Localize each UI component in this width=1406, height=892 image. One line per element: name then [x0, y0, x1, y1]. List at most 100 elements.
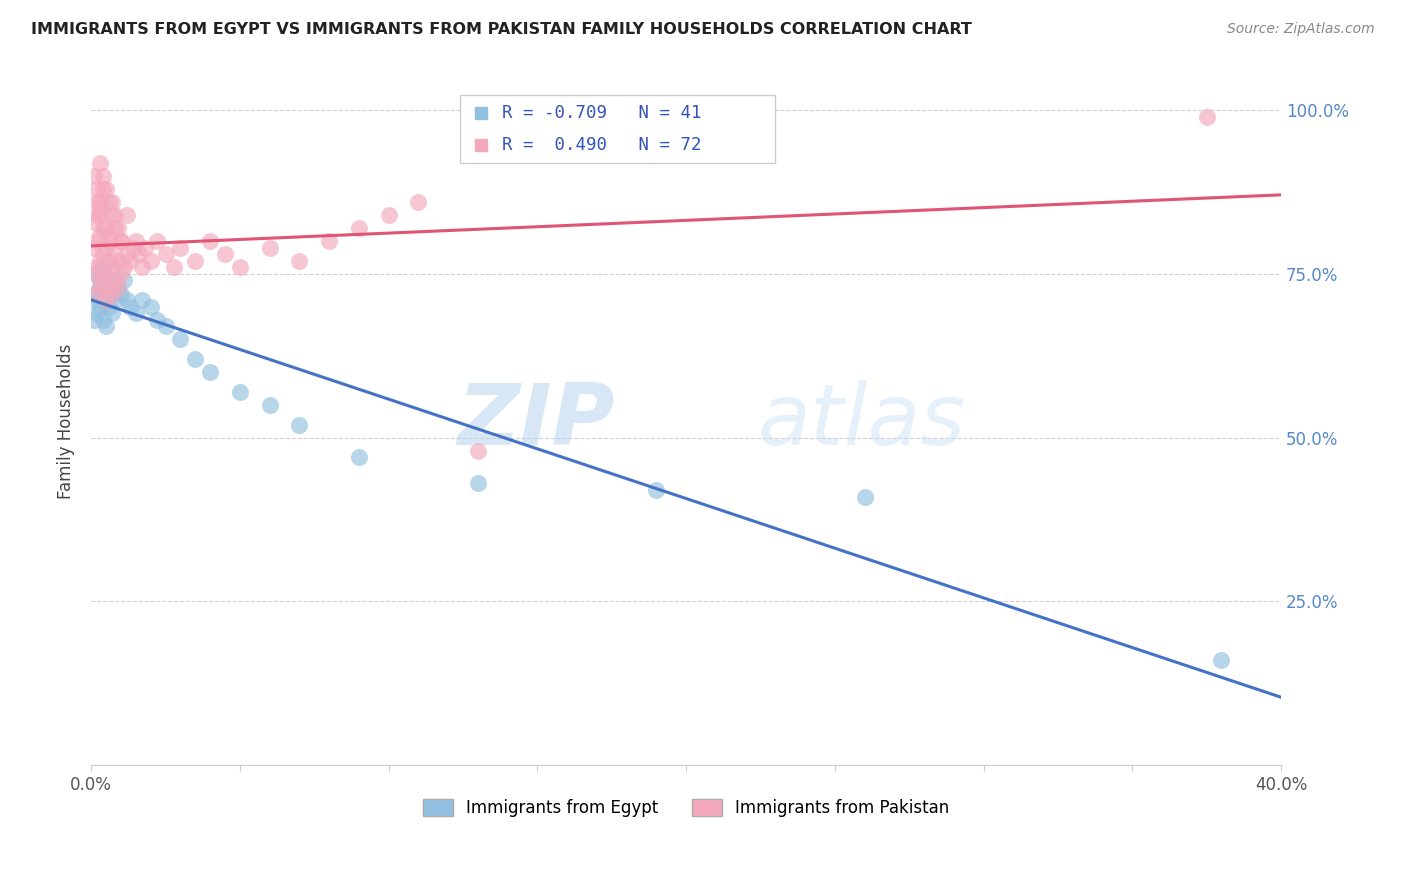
Point — [98, 227, 121, 242]
Point — [83, 241, 105, 255]
Point — [318, 234, 340, 248]
Point — [101, 286, 124, 301]
Point — [134, 241, 156, 255]
Point — [91, 247, 114, 261]
Point — [118, 253, 141, 268]
Point — [131, 293, 153, 307]
Point — [198, 234, 221, 248]
Point — [110, 234, 132, 248]
Point — [94, 221, 117, 235]
Point — [145, 312, 167, 326]
Point — [107, 280, 129, 294]
Point — [115, 293, 138, 307]
Point — [86, 293, 108, 307]
Point — [125, 306, 148, 320]
Point — [101, 260, 124, 275]
Point — [259, 398, 281, 412]
Point — [98, 280, 121, 294]
Point — [104, 221, 127, 235]
Point — [101, 194, 124, 209]
Point — [128, 247, 150, 261]
Point — [104, 208, 127, 222]
Point — [86, 208, 108, 222]
Point — [91, 182, 114, 196]
Point — [86, 286, 108, 301]
Point — [91, 260, 114, 275]
Point — [115, 247, 138, 261]
Point — [101, 208, 124, 222]
Point — [131, 260, 153, 275]
Point — [229, 384, 252, 399]
Point — [155, 319, 177, 334]
Point — [91, 273, 114, 287]
Point — [94, 267, 117, 281]
Point — [408, 194, 430, 209]
Text: ZIP: ZIP — [457, 380, 614, 463]
Point — [86, 194, 108, 209]
Point — [112, 260, 135, 275]
Point — [853, 490, 876, 504]
Point — [107, 280, 129, 294]
Point — [184, 253, 207, 268]
Point — [645, 483, 668, 497]
Point — [83, 312, 105, 326]
Point — [101, 286, 124, 301]
Point — [155, 247, 177, 261]
Point — [347, 450, 370, 465]
Point — [98, 300, 121, 314]
Point — [110, 286, 132, 301]
Point — [83, 267, 105, 281]
Point — [101, 306, 124, 320]
Point — [467, 476, 489, 491]
Point — [94, 273, 117, 287]
Point — [1056, 137, 1078, 152]
Point — [121, 241, 143, 255]
Point — [139, 253, 162, 268]
Point — [89, 280, 111, 294]
Point — [94, 293, 117, 307]
Legend: Immigrants from Egypt, Immigrants from Pakistan: Immigrants from Egypt, Immigrants from P… — [416, 792, 956, 823]
Point — [112, 273, 135, 287]
Point — [184, 352, 207, 367]
Point — [91, 169, 114, 183]
Y-axis label: Family Households: Family Households — [58, 343, 75, 499]
Text: R = -0.709   N = 41: R = -0.709 N = 41 — [502, 104, 702, 122]
Point — [89, 253, 111, 268]
Point — [145, 234, 167, 248]
Point — [104, 247, 127, 261]
Point — [89, 273, 111, 287]
Point — [107, 221, 129, 235]
Point — [229, 260, 252, 275]
Point — [259, 241, 281, 255]
Point — [86, 306, 108, 320]
Point — [91, 286, 114, 301]
Point — [110, 234, 132, 248]
Point — [1211, 653, 1233, 667]
Point — [104, 273, 127, 287]
Point — [94, 182, 117, 196]
Point — [86, 260, 108, 275]
Point — [198, 365, 221, 379]
Point — [288, 417, 311, 432]
Point — [83, 169, 105, 183]
Point — [98, 194, 121, 209]
Point — [104, 293, 127, 307]
Point — [347, 221, 370, 235]
Point — [89, 208, 111, 222]
Text: IMMIGRANTS FROM EGYPT VS IMMIGRANTS FROM PAKISTAN FAMILY HOUSEHOLDS CORRELATION : IMMIGRANTS FROM EGYPT VS IMMIGRANTS FROM… — [31, 22, 972, 37]
Point — [89, 227, 111, 242]
Point — [169, 332, 191, 346]
Point — [125, 234, 148, 248]
Point — [214, 247, 236, 261]
Point — [83, 214, 105, 228]
Point — [86, 182, 108, 196]
Point — [89, 300, 111, 314]
Point — [467, 443, 489, 458]
Point — [91, 312, 114, 326]
Point — [86, 234, 108, 248]
Point — [169, 241, 191, 255]
Point — [1195, 110, 1218, 124]
Point — [98, 280, 121, 294]
Point — [94, 241, 117, 255]
Point — [89, 194, 111, 209]
